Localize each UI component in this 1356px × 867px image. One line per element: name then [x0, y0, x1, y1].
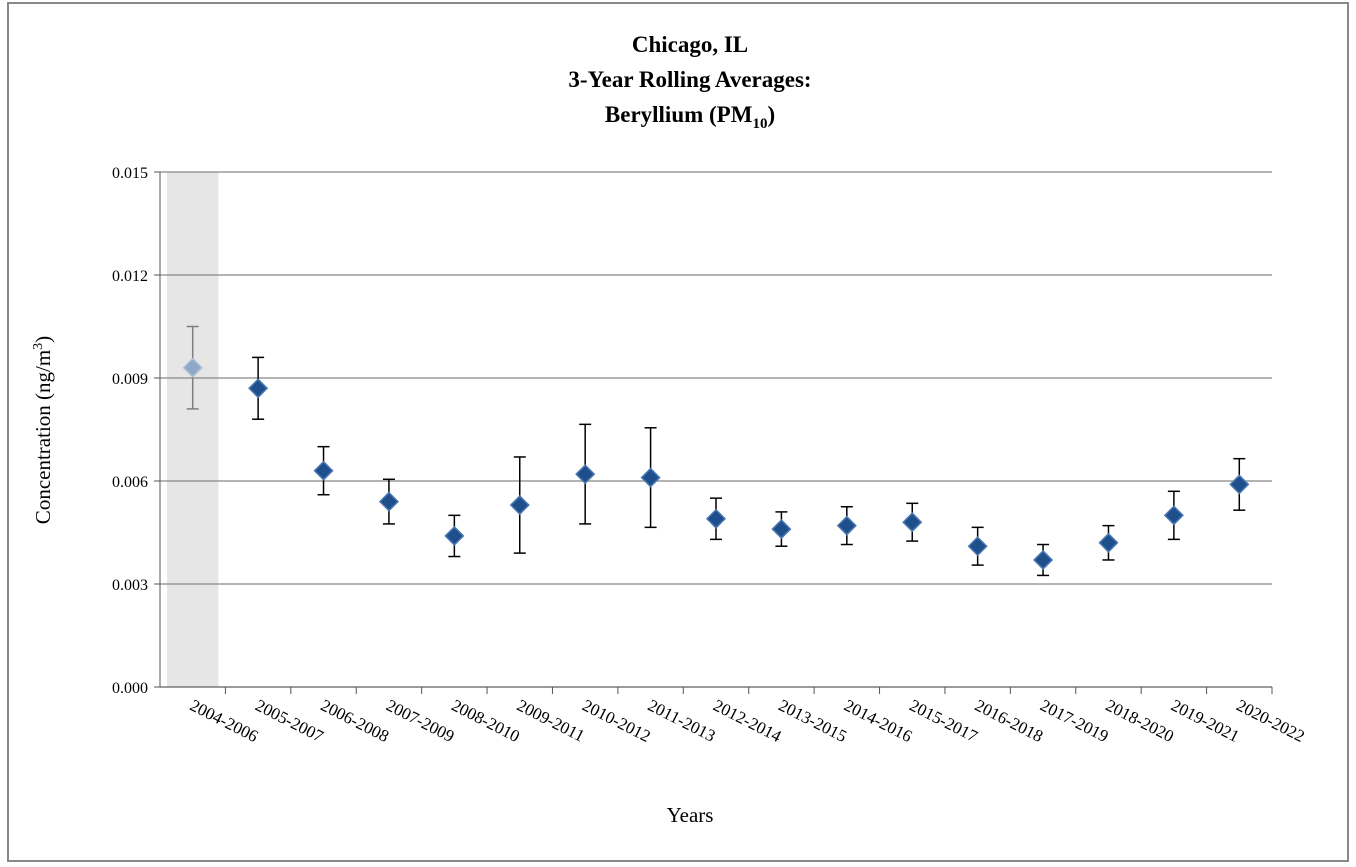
- marker: [1098, 532, 1119, 553]
- marker: [902, 512, 923, 533]
- title-line: Beryllium (PM10): [605, 102, 775, 132]
- marker: [771, 519, 792, 540]
- marker: [967, 536, 988, 557]
- y-tick-label: 0.000: [112, 680, 148, 697]
- marker: [444, 525, 465, 546]
- title-text: Beryllium (PM: [605, 102, 753, 127]
- marker: [182, 357, 203, 378]
- marker: [1163, 505, 1184, 526]
- title-subscript: 10: [752, 116, 767, 132]
- marker: [640, 467, 661, 488]
- marker: [313, 460, 334, 481]
- y-label-superscript: 3: [31, 343, 46, 350]
- y-label-text: ): [31, 336, 55, 343]
- highlight-band: [167, 172, 219, 687]
- y-tick-label: 0.015: [112, 165, 148, 182]
- marker: [705, 508, 727, 529]
- marker: [378, 491, 400, 512]
- y-label-text: Concentration (ng/m: [31, 350, 55, 524]
- x-axis-label: Years: [667, 803, 714, 827]
- marker: [248, 378, 269, 399]
- y-tick-label: 0.012: [112, 268, 148, 285]
- marker: [1032, 549, 1054, 571]
- marker: [575, 464, 596, 485]
- y-tick-label: 0.009: [112, 371, 148, 388]
- marker: [509, 494, 530, 516]
- chart-frame: [7, 2, 1349, 862]
- y-tick-label: 0.006: [112, 474, 148, 491]
- marker: [1229, 474, 1250, 495]
- y-axis-label: Concentration (ng/m3): [31, 336, 55, 524]
- title-line: 3-Year Rolling Averages:: [568, 67, 811, 92]
- title-line: Chicago, IL: [632, 32, 748, 57]
- y-tick-label: 0.003: [112, 577, 148, 594]
- marker: [836, 515, 857, 536]
- title-text: ): [767, 102, 775, 127]
